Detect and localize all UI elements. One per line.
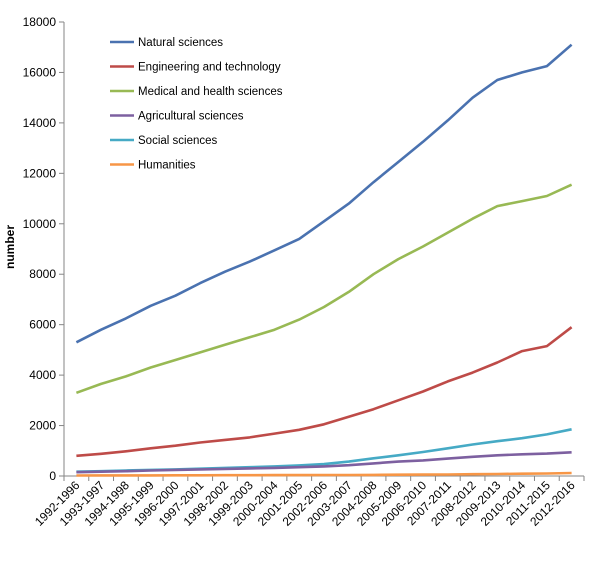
y-tick-label: 14000 <box>23 116 57 130</box>
plot-area: 0 2000 4000 6000 8000 10000 12000 14000 16000 180… <box>23 15 585 529</box>
y-tick-label: 0 <box>49 469 56 483</box>
legend-label-engineering-and-technology: Engineering and technology <box>138 62 281 74</box>
legend-label-natural-sciences: Natural sciences <box>138 37 223 49</box>
y-tick-label: 4000 <box>29 368 56 382</box>
series-line-humanities <box>76 471 572 477</box>
y-tick-label: 6000 <box>29 318 56 332</box>
legend-label-humanities: Humanities <box>138 160 196 172</box>
series-line-natural-sciences <box>75 43 573 344</box>
series-line-agricultural-sciences <box>76 451 572 474</box>
y-tick-label: 18000 <box>23 15 57 29</box>
y-tick-label: 12000 <box>23 166 57 180</box>
legend-label-social-sciences: Social sciences <box>138 135 218 147</box>
y-tick-label: 8000 <box>29 267 56 281</box>
series-line-engineering-and-technology <box>76 326 573 458</box>
legend-label-agricultural-sciences: Agricultural sciences <box>138 111 244 123</box>
series-line-medical-and-health-sciences <box>75 183 573 395</box>
legend-label-medical-and-health-sciences: Medical and health sciences <box>138 86 283 98</box>
legend: Natural sciences Engineering and technolo… <box>110 37 283 172</box>
y-tick-label: 16000 <box>23 65 57 79</box>
y-tick-label: 10000 <box>23 217 57 231</box>
y-tick-label: 2000 <box>29 419 56 433</box>
y-axis-label: number <box>3 225 17 269</box>
